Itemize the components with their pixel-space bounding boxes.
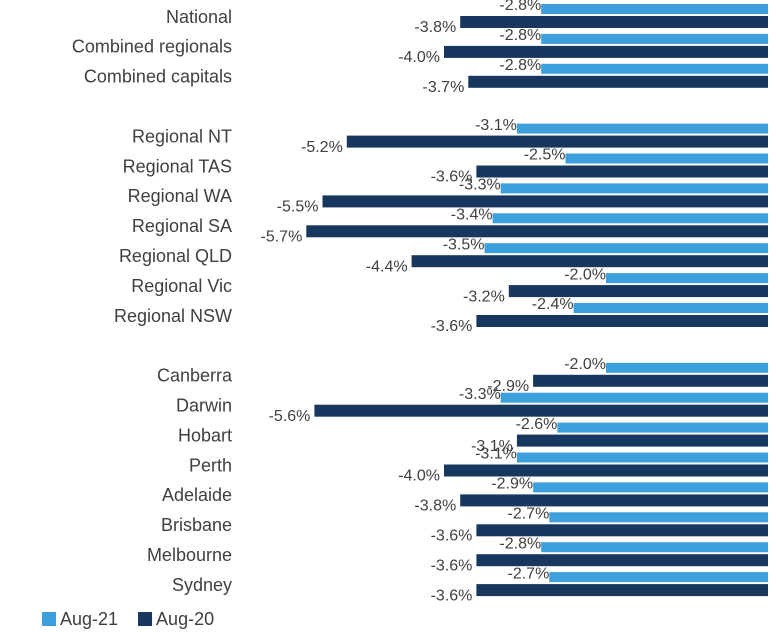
legend-swatch — [42, 612, 56, 626]
category-label: Sydney — [172, 575, 232, 595]
category-label: Adelaide — [162, 485, 232, 505]
value-label: -3.8% — [414, 498, 456, 515]
bar — [476, 165, 768, 178]
value-label: -2.4% — [532, 296, 574, 313]
value-label: -2.9% — [487, 378, 529, 395]
bar — [533, 482, 768, 493]
bar — [460, 494, 768, 507]
category-label: Darwin — [176, 395, 232, 415]
bar — [444, 464, 768, 477]
bar — [508, 285, 768, 298]
value-label: -2.5% — [524, 147, 566, 164]
bar — [606, 362, 768, 373]
bar — [533, 374, 768, 387]
value-label: -2.6% — [516, 416, 558, 433]
value-label: -3.6% — [431, 169, 473, 186]
bar — [541, 63, 768, 74]
bar — [516, 123, 768, 134]
value-label: -3.6% — [431, 318, 473, 335]
bar — [500, 392, 768, 403]
bar — [306, 225, 768, 238]
bar — [346, 135, 768, 148]
value-label: -5.6% — [269, 408, 311, 425]
value-label: -4.4% — [366, 258, 408, 275]
category-label: National — [166, 7, 232, 27]
bar — [476, 315, 768, 327]
category-label: Regional TAS — [123, 156, 232, 176]
value-label: -3.8% — [414, 19, 456, 36]
value-label: -3.3% — [459, 177, 501, 194]
value-label: -4.0% — [398, 49, 440, 66]
value-label: -2.7% — [508, 565, 550, 582]
bar — [565, 153, 768, 164]
category-label: Regional NT — [132, 126, 232, 146]
bar — [476, 584, 768, 597]
bar — [484, 243, 768, 254]
bar — [444, 45, 768, 58]
legend-swatch — [138, 612, 153, 626]
value-label: -2.8% — [499, 57, 541, 74]
bar — [500, 183, 768, 194]
value-label: -3.6% — [431, 528, 473, 545]
bar — [492, 213, 768, 224]
bar — [541, 33, 768, 44]
value-label: -5.2% — [301, 139, 343, 156]
bar — [516, 452, 768, 463]
value-label: -2.7% — [508, 506, 550, 523]
value-label: -3.6% — [431, 557, 473, 574]
category-label: Regional NSW — [114, 306, 232, 326]
value-label: -2.8% — [499, 27, 541, 44]
bar — [314, 404, 768, 417]
bar — [460, 16, 768, 28]
value-label: -3.6% — [431, 587, 473, 604]
bar — [468, 75, 768, 88]
category-label: Melbourne — [147, 545, 232, 565]
category-label: Canberra — [157, 366, 233, 386]
value-label: -3.5% — [443, 236, 485, 253]
category-label: Combined regionals — [72, 37, 232, 57]
legend-label: Aug-20 — [156, 609, 214, 629]
value-label: -2.0% — [564, 356, 606, 373]
value-label: -3.4% — [451, 207, 493, 224]
value-label: -3.1% — [471, 438, 513, 455]
value-label: -4.0% — [398, 468, 440, 485]
bar — [476, 554, 768, 567]
value-label: -3.3% — [459, 386, 501, 403]
category-label: Regional WA — [128, 186, 232, 206]
value-label: -3.1% — [475, 446, 517, 463]
value-label: -2.8% — [499, 0, 541, 14]
bar — [541, 542, 768, 553]
value-label: -3.2% — [463, 288, 505, 305]
bar — [549, 572, 768, 583]
category-label: Hobart — [178, 425, 232, 445]
value-label: -3.1% — [475, 117, 517, 134]
category-label: Combined capitals — [84, 67, 232, 87]
value-label: -5.5% — [277, 199, 319, 216]
value-label: -5.7% — [261, 229, 303, 246]
bar — [573, 303, 768, 313]
value-label: -3.7% — [423, 79, 465, 96]
bar — [606, 273, 768, 284]
category-label: Regional SA — [132, 216, 232, 236]
category-label: Brisbane — [161, 515, 232, 535]
bar — [549, 512, 768, 523]
value-label: -2.0% — [564, 266, 606, 283]
bar — [411, 255, 768, 268]
value-label: -2.9% — [491, 476, 533, 493]
bar — [557, 422, 768, 433]
bar — [516, 434, 768, 447]
bar — [476, 524, 768, 537]
value-label: -2.8% — [499, 535, 541, 552]
category-label: Regional Vic — [131, 276, 232, 296]
bar — [322, 195, 768, 208]
legend-label: Aug-21 — [60, 609, 118, 629]
category-label: Regional QLD — [119, 246, 232, 266]
category-label: Perth — [189, 455, 232, 475]
bar — [541, 4, 768, 14]
